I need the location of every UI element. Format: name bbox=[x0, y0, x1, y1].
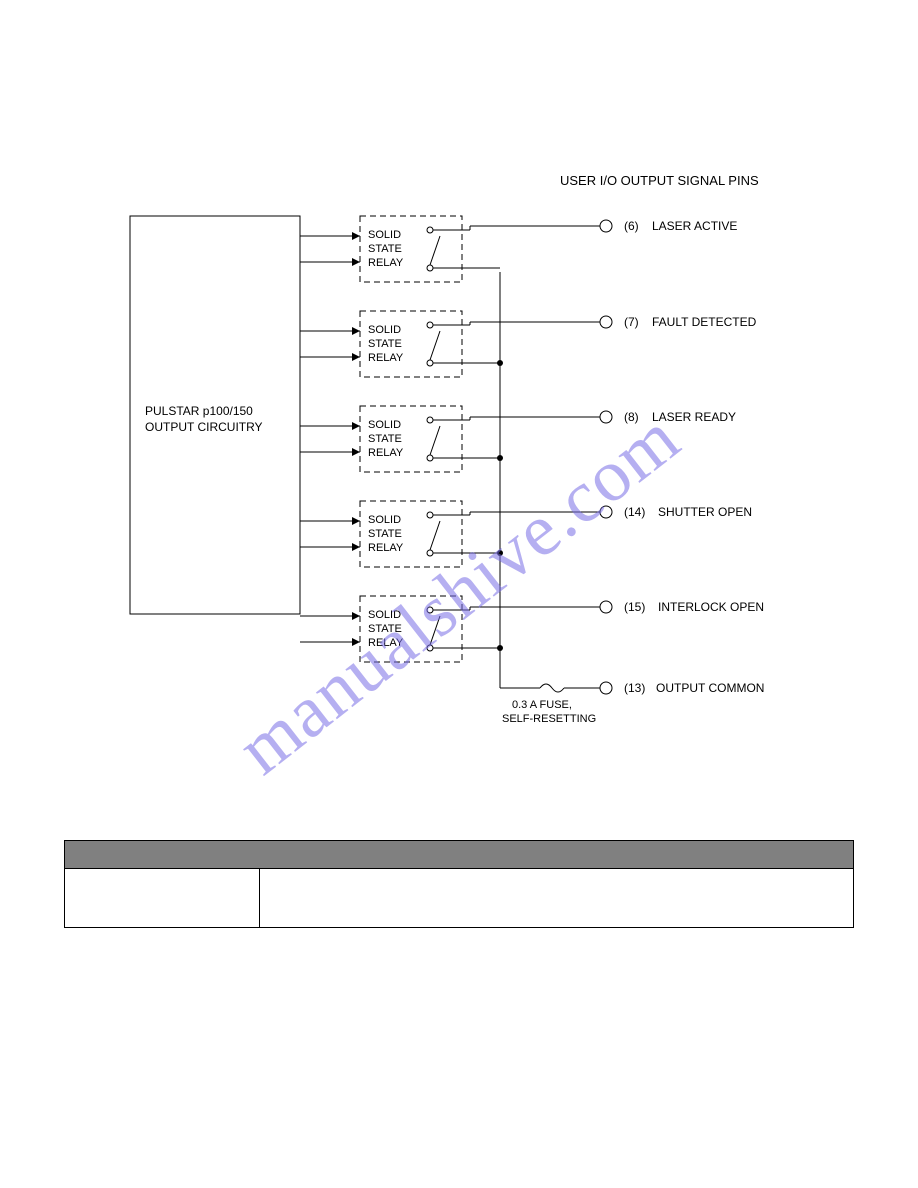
relay-2: SOLID STATE RELAY bbox=[300, 311, 600, 377]
svg-text:SOLID: SOLID bbox=[368, 324, 401, 336]
svg-text:STATE: STATE bbox=[368, 243, 402, 255]
svg-text:INTERLOCK OPEN: INTERLOCK OPEN bbox=[658, 600, 764, 614]
pin-7: (7) FAULT DETECTED bbox=[600, 315, 757, 329]
svg-text:RELAY: RELAY bbox=[368, 447, 404, 459]
svg-text:STATE: STATE bbox=[368, 623, 402, 635]
output-pins: (6) LASER ACTIVE (7) FAULT DETECTED (8) LASER… bbox=[600, 219, 764, 614]
svg-text:RELAY: RELAY bbox=[368, 257, 404, 269]
svg-text:STATE: STATE bbox=[368, 433, 402, 445]
svg-text:SOLID: SOLID bbox=[368, 609, 401, 621]
main-block-label-2: OUTPUT CIRCUITRY bbox=[145, 420, 263, 434]
svg-text:(7): (7) bbox=[624, 315, 639, 329]
svg-text:LASER READY: LASER READY bbox=[652, 410, 736, 424]
svg-text:SOLID: SOLID bbox=[368, 419, 401, 431]
relays-group: SOLID STATE RELAY SOLID STATE RELAY SOLID STATE… bbox=[300, 216, 600, 662]
relay-3: SOLID STATE RELAY bbox=[300, 406, 600, 472]
svg-text:SHUTTER OPEN: SHUTTER OPEN bbox=[658, 505, 752, 519]
page: PULSTAR p100/150 OUTPUT CIRCUITRY USER I… bbox=[0, 0, 918, 1188]
svg-text:(14): (14) bbox=[624, 505, 645, 519]
svg-text:RELAY: RELAY bbox=[368, 542, 404, 554]
table-body bbox=[65, 869, 853, 927]
table bbox=[64, 840, 854, 928]
relay-4: SOLID STATE RELAY bbox=[300, 501, 600, 567]
fuse-label-1: 0.3 A FUSE, bbox=[512, 699, 572, 711]
svg-text:STATE: STATE bbox=[368, 338, 402, 350]
svg-text:FAULT DETECTED: FAULT DETECTED bbox=[652, 315, 757, 329]
fuse-label-2: SELF-RESETTING bbox=[502, 713, 596, 725]
svg-text:SOLID: SOLID bbox=[368, 514, 401, 526]
main-block-label-1: PULSTAR p100/150 bbox=[145, 404, 253, 418]
main-block: PULSTAR p100/150 OUTPUT CIRCUITRY bbox=[130, 216, 300, 614]
svg-text:STATE: STATE bbox=[368, 528, 402, 540]
table-header bbox=[65, 841, 853, 869]
pin-6: (6) LASER ACTIVE bbox=[600, 219, 737, 233]
fuse: (13) OUTPUT COMMON 0.3 A FUSE, SELF-RESE… bbox=[500, 681, 764, 725]
pin-15: (15) INTERLOCK OPEN bbox=[600, 600, 764, 614]
svg-text:RELAY: RELAY bbox=[368, 352, 404, 364]
schematic-diagram: PULSTAR p100/150 OUTPUT CIRCUITRY USER I… bbox=[0, 0, 918, 820]
relay-1: SOLID STATE RELAY bbox=[300, 216, 600, 282]
svg-text:(15): (15) bbox=[624, 600, 645, 614]
table-col-1 bbox=[65, 869, 260, 927]
svg-text:SOLID: SOLID bbox=[368, 229, 401, 241]
table-col-2 bbox=[260, 869, 853, 927]
svg-text:RELAY: RELAY bbox=[368, 637, 404, 649]
pin-13-name: OUTPUT COMMON bbox=[656, 681, 764, 695]
relay-5: SOLID STATE RELAY bbox=[300, 596, 600, 662]
svg-text:LASER ACTIVE: LASER ACTIVE bbox=[652, 219, 737, 233]
svg-text:(8): (8) bbox=[624, 410, 639, 424]
svg-text:(6): (6) bbox=[624, 219, 639, 233]
pin-8: (8) LASER READY bbox=[600, 410, 736, 424]
diagram-title: USER I/O OUTPUT SIGNAL PINS bbox=[560, 173, 759, 188]
pin-14: (14) SHUTTER OPEN bbox=[600, 505, 752, 519]
pin-13-num: (13) bbox=[624, 681, 645, 695]
